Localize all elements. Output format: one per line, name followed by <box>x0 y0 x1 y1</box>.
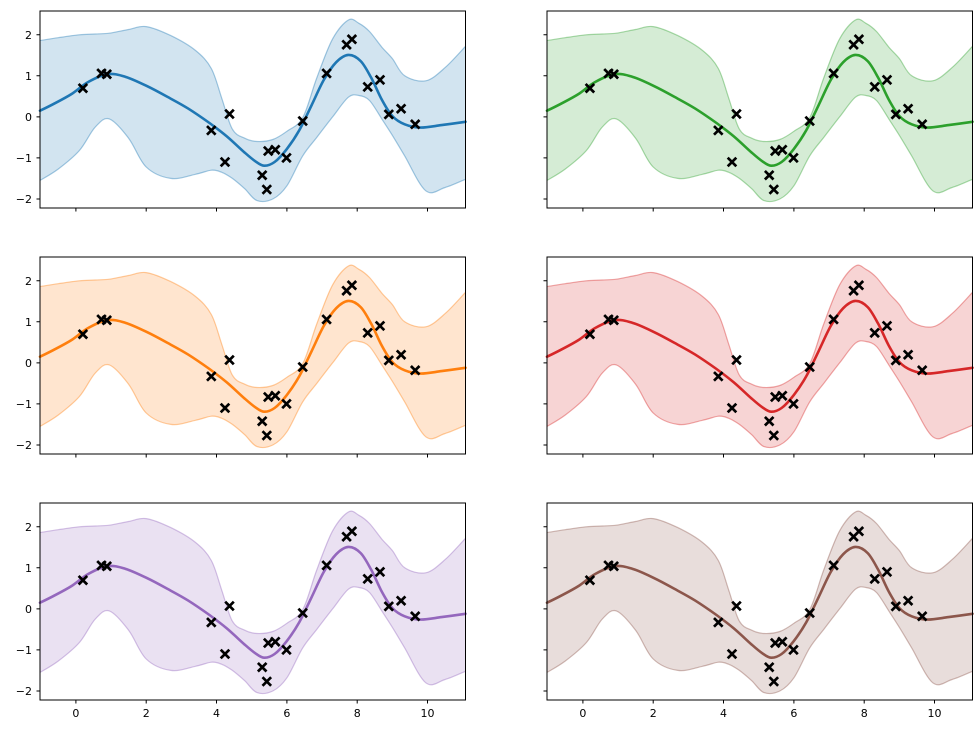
confidence-band-upper-edge <box>39 18 466 143</box>
x-tick-label: 6 <box>283 707 290 720</box>
confidence-band-lower-edge <box>39 586 466 695</box>
x-tick-label: 8 <box>354 707 361 720</box>
x-tick-label: 4 <box>720 707 727 720</box>
subplot-top-right-green <box>543 10 974 212</box>
y-tick-label: 1 <box>25 70 32 83</box>
data-points <box>77 526 421 687</box>
plot-border <box>546 256 973 455</box>
confidence-band <box>40 511 466 694</box>
y-tick-label: −1 <box>16 152 32 165</box>
confidence-band-lower-edge <box>39 340 466 449</box>
axis-ticks <box>543 280 935 458</box>
y-tick-label: 1 <box>25 562 32 575</box>
confidence-band <box>40 265 466 448</box>
confidence-band-upper-edge <box>39 264 466 389</box>
axis-ticks <box>36 526 428 704</box>
confidence-band <box>547 511 973 694</box>
confidence-band-upper-edge <box>39 510 466 635</box>
mean-curve <box>38 299 467 414</box>
axis-ticks <box>543 34 935 212</box>
x-tick-label: 8 <box>861 707 868 720</box>
confidence-band <box>547 265 973 448</box>
confidence-band-lower-edge <box>546 586 973 695</box>
axis-ticks <box>36 34 428 212</box>
confidence-band-upper-edge <box>546 264 973 389</box>
data-points <box>584 526 928 687</box>
x-tick-label: 10 <box>928 707 942 720</box>
x-tick-label: 0 <box>579 707 586 720</box>
axis-ticks <box>543 526 935 704</box>
y-tick-label: 0 <box>25 111 32 124</box>
x-tick-label: 10 <box>421 707 435 720</box>
data-points <box>584 280 928 441</box>
mean-curve <box>38 53 467 168</box>
confidence-band-lower-edge <box>546 94 973 203</box>
subplot-bottom-right-brown: 0 2 4 6 8 10 <box>543 502 974 720</box>
mean-curve <box>38 545 467 660</box>
mean-curve <box>545 545 974 660</box>
mean-curve <box>545 299 974 414</box>
confidence-band <box>547 19 973 202</box>
y-tick-label: 0 <box>25 357 32 370</box>
y-tick-label: −2 <box>16 685 32 698</box>
subplot-bottom-left-purple: 0 2 4 6 8 10 −2 −1 0 1 2 <box>16 502 467 720</box>
y-tick-label: 1 <box>25 316 32 329</box>
plot-background <box>547 503 973 700</box>
plot-background <box>547 11 973 208</box>
axis-ticks <box>36 280 428 458</box>
confidence-band-lower-edge <box>546 340 973 449</box>
x-tick-label: 4 <box>213 707 220 720</box>
y-tick-label: −1 <box>16 398 32 411</box>
data-points <box>584 34 928 195</box>
plot-border <box>39 502 466 701</box>
plot-border <box>39 10 466 209</box>
confidence-band-upper-edge <box>546 18 973 143</box>
y-tick-label: −2 <box>16 193 32 206</box>
plot-background <box>40 503 466 700</box>
y-tick-label: 2 <box>25 521 32 534</box>
data-points <box>77 280 421 441</box>
x-tick-label: 2 <box>650 707 657 720</box>
x-tick-label: 2 <box>143 707 150 720</box>
y-tick-label: −2 <box>16 439 32 452</box>
plot-background <box>40 257 466 454</box>
y-tick-label: 0 <box>25 603 32 616</box>
subplot-middle-left-orange: −2 −1 0 1 2 <box>16 256 467 458</box>
data-points <box>77 34 421 195</box>
plot-background <box>40 11 466 208</box>
confidence-band-upper-edge <box>546 510 973 635</box>
x-tick-label: 0 <box>72 707 79 720</box>
mean-curve <box>545 53 974 168</box>
y-tick-label: 2 <box>25 275 32 288</box>
x-tick-label: 6 <box>790 707 797 720</box>
confidence-band-lower-edge <box>39 94 466 203</box>
plot-background <box>547 257 973 454</box>
subplot-top-left-blue: −2 −1 0 1 2 <box>16 10 467 212</box>
subplot-middle-right-red <box>543 256 974 458</box>
y-tick-label: 2 <box>25 29 32 42</box>
plot-border <box>546 502 973 701</box>
y-tick-label: −1 <box>16 644 32 657</box>
plot-border <box>39 256 466 455</box>
confidence-band <box>40 19 466 202</box>
plot-border <box>546 10 973 209</box>
